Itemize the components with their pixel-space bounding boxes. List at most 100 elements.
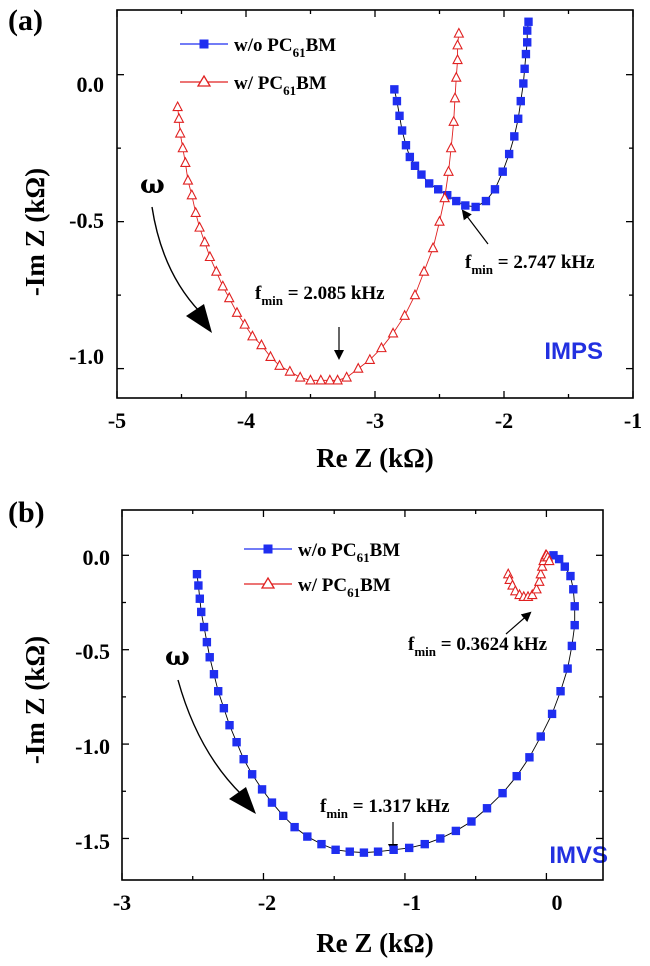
data-point — [267, 798, 277, 807]
y-tick-label: 0.0 — [77, 72, 105, 97]
data-point — [279, 811, 288, 821]
data-point — [556, 687, 565, 696]
y-axis-label-a: -Im Z (kΩ) — [20, 168, 50, 296]
data-point — [331, 845, 340, 854]
data-point — [512, 771, 521, 781]
x-tick-label: -2 — [495, 408, 513, 433]
data-point — [274, 359, 285, 370]
data-point — [471, 202, 480, 212]
data-point — [525, 753, 534, 762]
data-point — [448, 115, 460, 126]
data-point — [341, 371, 353, 382]
omega-arrowhead-a — [186, 304, 212, 333]
data-point — [516, 96, 525, 106]
data-point — [498, 167, 507, 176]
omega-symbol-a: ω — [140, 170, 165, 200]
panel-a: (a) -5 -4 -3 -2 -1 0.0 -0.5 -1.0 Re Z (k… — [8, 4, 642, 473]
panel-label-b: (b) — [8, 496, 45, 529]
data-point — [345, 847, 354, 856]
data-point — [324, 374, 336, 385]
data-point — [257, 785, 267, 794]
x-tick-labels-b: -3 -2 -1 0 — [113, 890, 563, 915]
data-point — [535, 567, 547, 579]
data-point — [239, 754, 248, 764]
data-point — [520, 64, 529, 73]
data-point — [317, 839, 326, 849]
y-tick-label: -1.5 — [75, 829, 110, 854]
legend-b: w/o PC61BM w/ PC61BM — [244, 540, 400, 600]
data-point — [461, 201, 470, 210]
data-point — [305, 374, 316, 385]
omega-arrow-b — [177, 679, 243, 796]
x-axis-label-b: Re Z (kΩ) — [316, 928, 434, 958]
data-point — [265, 350, 276, 361]
x-tick-label: -4 — [237, 408, 255, 433]
data-point — [225, 721, 234, 730]
data-point — [533, 575, 545, 586]
data-point — [549, 551, 558, 560]
annotation-fmin-red-b: fmin = 0.3624 kHz — [408, 611, 548, 659]
data-point — [397, 126, 407, 135]
data-point — [359, 848, 369, 857]
x-tick-label: -1 — [403, 890, 421, 915]
data-point — [315, 374, 327, 385]
data-point — [290, 822, 299, 832]
data-point — [560, 562, 570, 571]
data-point — [563, 664, 572, 673]
data-point — [232, 737, 241, 747]
data-point — [566, 571, 575, 581]
annotation-text: fmin = 0.3624 kHz — [408, 634, 548, 659]
legend-swatch-marker — [260, 576, 276, 589]
data-point — [173, 112, 185, 123]
data-point — [418, 265, 430, 276]
data-point — [490, 185, 500, 194]
data-point — [204, 250, 216, 262]
legend-a: w/o PC61BM w/ PC61BM — [180, 35, 336, 98]
series-without-pcbm — [390, 17, 533, 212]
annotation-fmin-blue-b: fmin = 1.317 kHz — [320, 796, 450, 854]
data-point — [519, 79, 528, 88]
data-point — [223, 291, 235, 303]
data-point — [210, 265, 222, 276]
data-point — [392, 96, 402, 106]
data-point — [256, 338, 267, 350]
data-point — [217, 280, 229, 291]
data-point — [409, 288, 421, 300]
data-point — [395, 111, 404, 121]
data-point — [219, 704, 229, 713]
data-point — [567, 641, 577, 651]
data-point — [364, 353, 376, 364]
x-tick-label: -1 — [624, 408, 642, 433]
data-point — [536, 732, 545, 741]
data-point — [179, 156, 191, 167]
y-tick-label: 0.0 — [83, 545, 111, 570]
annotation-text: fmin = 2.085 kHz — [255, 283, 385, 308]
data-point — [536, 560, 548, 571]
data-point — [524, 17, 533, 26]
data-point — [543, 554, 555, 566]
data-point — [199, 622, 209, 632]
corner-label-imvs: IMVS — [549, 842, 608, 869]
data-point — [467, 817, 476, 826]
data-point — [523, 26, 532, 35]
data-point — [205, 653, 214, 662]
data-point — [401, 141, 411, 150]
y-tick-label: -0.5 — [75, 639, 110, 664]
data-point — [294, 371, 306, 382]
data-point — [186, 188, 198, 200]
data-point — [194, 221, 205, 232]
panel-b: (b) -3 -2 -1 0 0.0 -0.5 -1.0 -1.5 Re Z (… — [8, 496, 608, 958]
data-point — [231, 306, 243, 317]
data-point — [247, 330, 258, 341]
x-axis-label-a: Re Z (kΩ) — [316, 443, 434, 473]
x-tick-label: 0 — [552, 890, 563, 915]
data-point — [332, 374, 343, 385]
legend-entry-without-pcbm: w/o PC61BM — [244, 540, 400, 565]
legend-swatch-marker — [263, 544, 273, 554]
legend-label: w/o PC61BM — [234, 35, 336, 60]
annotation-fmin-red-a: fmin = 2.085 kHz — [255, 283, 385, 360]
data-point — [399, 309, 411, 320]
data-point — [452, 53, 463, 65]
data-point — [436, 834, 445, 843]
